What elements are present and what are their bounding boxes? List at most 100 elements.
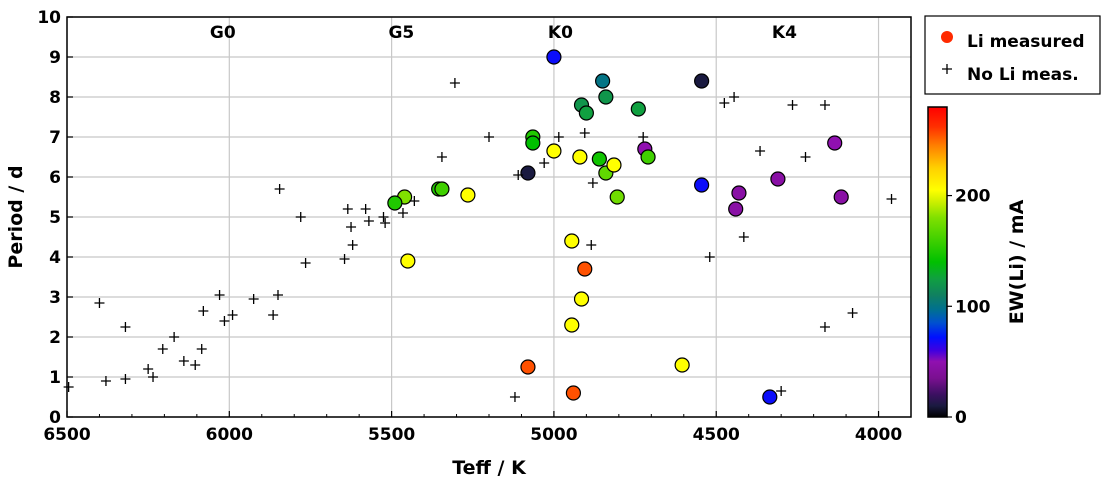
li-point: [609, 189, 625, 205]
no-li-point: [638, 132, 649, 142]
y-tick-label: 10: [37, 8, 61, 28]
no-li-point: [94, 298, 105, 308]
no-li-point: [436, 152, 447, 162]
no-li-point: [397, 208, 408, 218]
x-axis-ticks: 6500 6000 5500 5000 4500 4000: [43, 411, 912, 445]
no-li-point: [273, 290, 283, 300]
no-li-point: [787, 100, 798, 110]
legend: Li measured No Li meas.: [924, 15, 1101, 95]
no-li-point: [704, 252, 715, 262]
no-li-point: [755, 146, 766, 156]
no-li-point: [214, 290, 225, 300]
no-li-point: [586, 240, 597, 250]
li-point: [564, 233, 580, 249]
no-li-point: [729, 92, 740, 102]
li-point: [598, 89, 614, 105]
data-points: [63, 49, 897, 405]
no-li-point: [178, 356, 189, 366]
colorbar: 0 100 200 EW(Li) / mA: [927, 106, 1028, 428]
no-li-point: [409, 196, 420, 206]
no-li-point: [847, 308, 858, 318]
y-tick-label: 9: [49, 48, 61, 68]
legend-marker-no-li: [942, 64, 952, 74]
legend-marker-li-measured: [941, 31, 953, 43]
no-li-point: [776, 386, 787, 396]
no-li-point: [190, 360, 201, 370]
no-li-point: [819, 322, 830, 332]
no-li-point: [363, 216, 374, 226]
x-tick-label: 6500: [43, 425, 90, 445]
y-tick-label: 2: [49, 328, 61, 348]
colorbar-tick-label: 200: [955, 187, 991, 207]
no-li-point: [484, 132, 494, 142]
no-li-point: [886, 194, 897, 204]
li-point: [577, 261, 593, 277]
li-point: [728, 201, 744, 217]
no-li-point: [347, 240, 358, 250]
x-tick-label: 5000: [530, 425, 577, 445]
no-li-point: [148, 372, 159, 382]
x-tick-label: 4500: [693, 425, 740, 445]
no-li-point: [219, 316, 230, 326]
no-li-point: [198, 306, 209, 316]
y-axis-title: Period / d: [5, 165, 27, 268]
y-axis-ticks: 0 1 2 3 4 5 6 7 8 9 10: [37, 8, 73, 428]
li-point: [630, 101, 646, 117]
no-li-point: [738, 232, 749, 242]
no-li-point: [342, 204, 353, 214]
li-point: [674, 357, 690, 373]
li-point: [460, 187, 476, 203]
no-li-point: [513, 170, 524, 180]
no-li-point: [579, 128, 590, 138]
li-point: [434, 181, 450, 197]
li-point: [694, 73, 710, 89]
li-point: [564, 317, 580, 333]
no-li-point: [63, 382, 74, 392]
x-tick-label: 4000: [855, 425, 902, 445]
no-li-point: [295, 212, 306, 222]
no-li-point: [553, 132, 564, 142]
li-point: [591, 151, 607, 167]
li-point: [770, 171, 786, 187]
legend-label-li-measured: Li measured: [967, 32, 1085, 52]
li-point: [525, 135, 541, 151]
li-point: [546, 143, 562, 159]
y-tick-label: 6: [49, 168, 61, 188]
y-tick-label: 3: [49, 288, 61, 308]
no-li-point: [509, 392, 520, 402]
no-li-point: [819, 100, 830, 110]
no-li-point: [346, 222, 357, 232]
colorbar-title: EW(Li) / mA: [1006, 199, 1028, 324]
no-li-point: [360, 204, 371, 214]
colorbar-ticks: 0 100 200: [947, 187, 991, 428]
no-li-point: [100, 376, 111, 386]
no-li-point: [274, 184, 285, 194]
no-li-point: [157, 344, 168, 354]
colorbar-tick-label: 100: [955, 297, 991, 317]
li-point: [572, 149, 588, 165]
no-li-point: [339, 254, 350, 264]
no-li-point: [800, 152, 811, 162]
li-point: [578, 105, 594, 121]
li-point: [400, 253, 416, 269]
no-li-point: [227, 310, 238, 320]
li-point: [833, 189, 849, 205]
li-point: [520, 165, 536, 181]
no-li-point: [120, 374, 131, 384]
spectral-type-label: G0: [210, 23, 236, 43]
no-li-point: [196, 344, 207, 354]
li-point: [565, 385, 582, 401]
no-li-point: [449, 78, 460, 88]
y-tick-label: 4: [49, 248, 61, 268]
y-tick-label: 8: [49, 88, 61, 108]
spectral-type-labels: G0 G5 K0 K4: [210, 23, 797, 43]
no-li-point: [380, 218, 391, 228]
no-li-point: [120, 322, 131, 332]
legend-label-no-li: No Li meas.: [967, 65, 1079, 85]
li-point: [640, 149, 656, 165]
li-point: [520, 359, 536, 375]
no-li-point: [539, 158, 550, 168]
li-point: [595, 73, 611, 89]
y-tick-label: 1: [49, 368, 61, 388]
